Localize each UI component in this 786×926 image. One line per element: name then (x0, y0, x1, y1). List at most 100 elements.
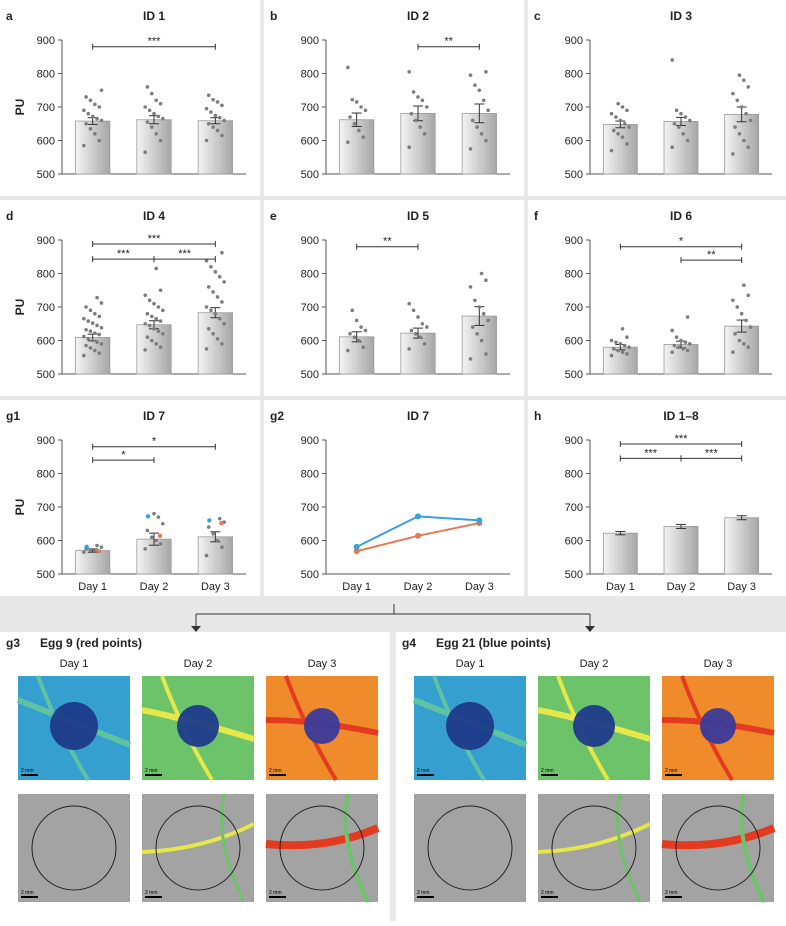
panel-label: g2 (270, 409, 284, 423)
data-point (683, 340, 688, 344)
data-point (88, 329, 93, 333)
chart-panel-a: a ID 1 500 600 700 800 900 PU *** (0, 0, 260, 196)
data-point (484, 138, 488, 143)
significance-label: *** (675, 433, 689, 445)
data-point (84, 343, 88, 348)
bar (197, 536, 233, 575)
tumor-region (446, 702, 494, 750)
chart-panel-g2: g2 ID 7 500 600 700 800 900 Day 1 Day 2 Day 3 (264, 400, 524, 596)
bar (663, 344, 699, 375)
x-tick-label: Day 3 (465, 581, 494, 593)
data-point (625, 108, 629, 113)
region-circle (155, 805, 241, 891)
data-point (143, 105, 147, 109)
data-point (737, 132, 742, 136)
data-point (609, 111, 614, 116)
bar (400, 112, 436, 175)
significance-label: ** (383, 236, 392, 248)
y-tick-label: 900 (301, 235, 319, 247)
day-label: Day 3 (308, 658, 337, 670)
data-point (416, 95, 420, 99)
y-tick-label: 800 (37, 469, 55, 481)
data-point (158, 345, 163, 350)
day-label: Day 2 (580, 658, 609, 670)
data-point (215, 538, 220, 543)
chart-title: ID 7 (143, 409, 165, 423)
x-tick-label: Day 2 (667, 581, 696, 593)
x-tick-label: Day 2 (140, 581, 169, 593)
data-point (674, 335, 679, 339)
y-tick-label: 900 (301, 35, 319, 47)
data-point (145, 528, 150, 533)
scale-label: 2 mm (417, 768, 430, 774)
data-point (688, 342, 692, 346)
data-point (611, 128, 616, 133)
scale-label: 2 mm (21, 768, 34, 774)
data-point (679, 338, 683, 343)
data-point (143, 321, 147, 326)
data-point (88, 346, 93, 350)
data-point (409, 111, 414, 116)
data-point (609, 338, 614, 343)
data-point (161, 308, 165, 313)
y-tick-label: 700 (565, 102, 583, 114)
panel-label: g3 (6, 636, 20, 650)
vessel (343, 793, 370, 903)
bar (136, 324, 172, 375)
data-point (84, 305, 88, 309)
data-point (206, 93, 211, 98)
series-point (415, 532, 421, 539)
chart-panel-g1: g1 ID 7 500 600 700 800 900 PU Day 1 Day 2 Day 3 * * (0, 400, 260, 596)
image-panel-g4: g4 Egg 21 (blue points) Day 1 2 mm 2 mm Day 2… (396, 632, 786, 921)
significance-label: *** (644, 447, 658, 459)
data-point (748, 118, 753, 123)
data-point (154, 132, 158, 136)
data-point (411, 90, 416, 94)
chart-title: ID 1–8 (663, 409, 699, 423)
y-tick-label: 700 (301, 102, 319, 114)
data-point (627, 125, 631, 129)
data-point (204, 347, 209, 351)
vessel (537, 822, 651, 854)
y-tick-label: 700 (301, 302, 319, 314)
data-point (731, 91, 735, 96)
data-point (681, 347, 685, 351)
data-point (86, 319, 91, 323)
region-circle (675, 805, 761, 891)
data-point (211, 125, 215, 129)
region-circle (427, 805, 513, 891)
data-point (154, 538, 158, 543)
bar (602, 532, 638, 575)
data-point (409, 328, 414, 333)
data-point (470, 325, 475, 329)
data-point (357, 338, 361, 343)
data-point (211, 532, 215, 536)
arrowhead-icon (585, 626, 595, 632)
data-point (609, 148, 614, 153)
data-point (152, 511, 156, 516)
data-point (211, 97, 215, 102)
data-point (670, 58, 674, 62)
scale-label: 2 mm (541, 890, 554, 896)
data-point (346, 65, 350, 70)
data-point (204, 138, 209, 143)
data-point (99, 88, 104, 93)
data-point (411, 308, 416, 313)
data-point (161, 332, 165, 336)
data-point (473, 298, 477, 303)
data-point (674, 108, 679, 113)
tumor-region (700, 708, 736, 744)
data-point (414, 332, 418, 336)
data-point (217, 275, 222, 279)
y-tick-label: 500 (37, 169, 55, 181)
y-tick-label: 600 (37, 136, 55, 148)
x-tick-label: Day 3 (727, 581, 756, 593)
data-point (616, 348, 620, 353)
significance-label: ** (444, 36, 453, 48)
chart-title: ID 6 (670, 209, 692, 223)
data-point (618, 118, 623, 123)
data-point (737, 73, 742, 77)
data-point (685, 348, 690, 353)
significance-label: *** (705, 447, 719, 459)
